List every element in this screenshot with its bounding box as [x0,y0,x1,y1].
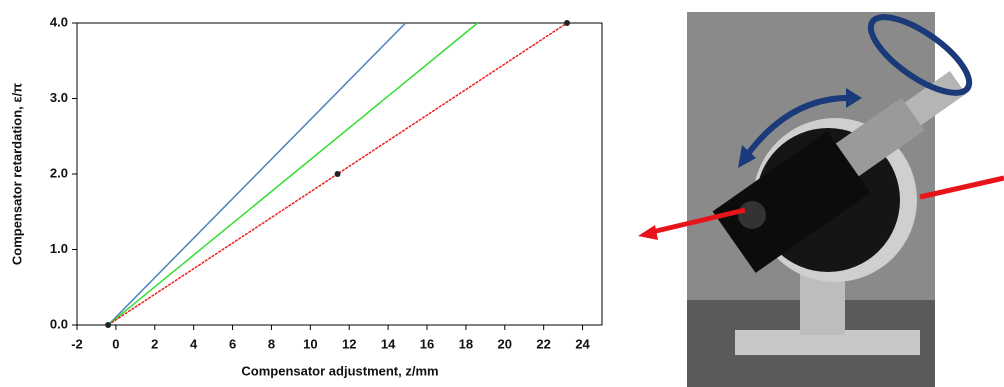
y-tick-label: 4.0 [50,14,68,29]
x-axis-label: Compensator adjustment, z/mm [241,363,438,378]
x-tick-label: 18 [459,336,473,351]
arrowhead [638,225,658,240]
x-tick-label: 8 [268,336,275,351]
x-tick-label: 24 [575,336,590,351]
x-tick-label: 2 [151,336,158,351]
x-tick-label: 20 [498,336,512,351]
photo [687,12,966,387]
eyepiece [738,201,766,229]
light-arrow-out [651,207,746,235]
x-tick-label: 6 [229,336,236,351]
x-tick-label: 14 [381,336,396,351]
x-tick-label: 16 [420,336,434,351]
series-line [107,22,407,326]
micrometer-rotation-arrow [867,14,973,96]
light-arrow-in [919,175,1004,200]
x-tick-label: 4 [190,336,198,351]
rotation-arrow [742,94,856,160]
y-tick-label: 0.0 [50,316,68,331]
data-point [334,171,341,177]
x-tick-label: 12 [342,336,356,351]
arrowhead [846,88,862,108]
data-point [105,322,112,328]
y-tick-label: 1.0 [50,241,68,256]
compensator [712,70,966,273]
y-axis-label: Compensator retardation, ε/π [9,83,24,265]
x-tick-label: 10 [303,336,317,351]
arrowhead [738,145,756,168]
data-point [564,20,570,26]
arrows [638,14,1004,240]
chart: Compensator adjustment, z/mm Compensator… [9,83,438,379]
y-tick-label: 2.0 [50,165,68,180]
series-line [107,22,479,326]
x-tick-label: 22 [536,336,550,351]
x-tick-label: 0 [112,336,119,351]
x-tick-label: -2 [71,336,83,351]
y-tick-label: 3.0 [50,90,68,105]
